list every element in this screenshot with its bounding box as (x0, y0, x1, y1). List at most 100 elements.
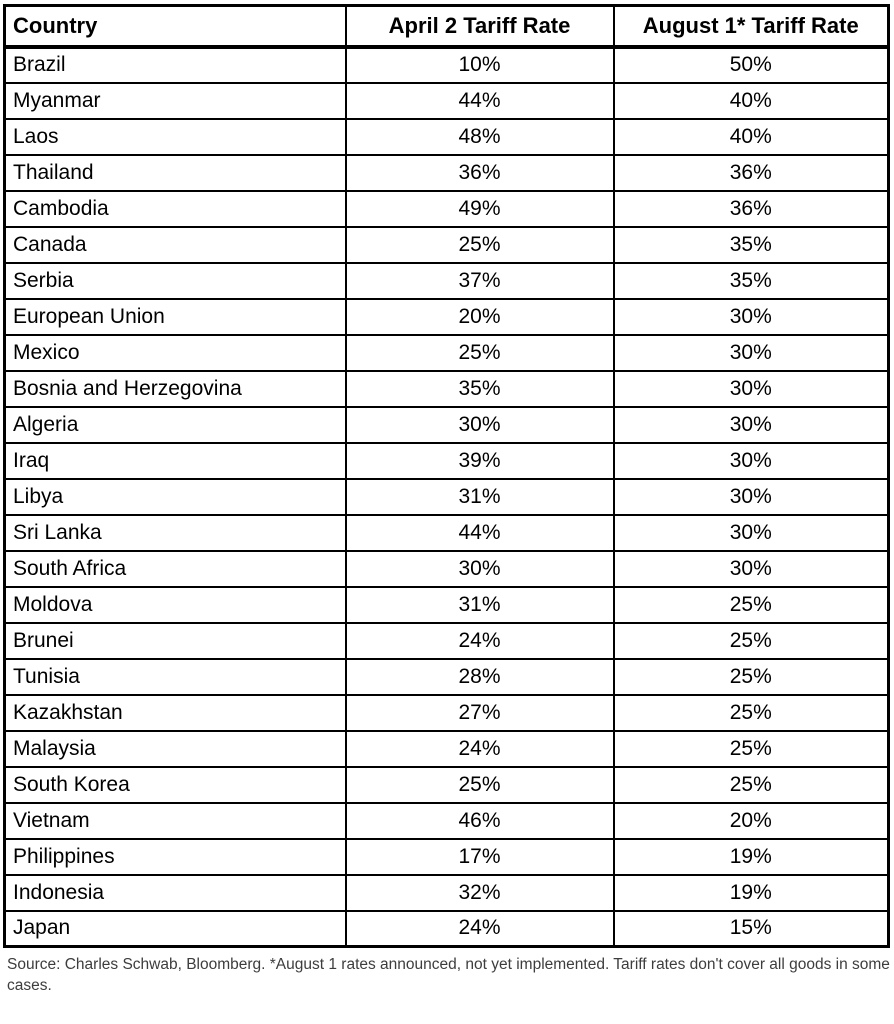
august-rate-cell: 35% (612, 225, 890, 264)
august-rate-cell: 30% (612, 297, 890, 336)
table-row: Philippines 17% 19% (3, 837, 890, 876)
table-row: Sri Lanka 44% 30% (3, 513, 890, 552)
table-row: Moldova 31% 25% (3, 585, 890, 624)
april-rate-cell: 30% (344, 549, 615, 588)
country-cell: Tunisia (3, 657, 347, 696)
april-rate-cell: 44% (344, 81, 615, 120)
april-rate-cell: 25% (344, 765, 615, 804)
april-rate-cell: 27% (344, 693, 615, 732)
april-rate-cell: 49% (344, 189, 615, 228)
april-rate-cell: 25% (344, 333, 615, 372)
august-rate-cell: 30% (612, 549, 890, 588)
april-rate-cell: 24% (344, 621, 615, 660)
table-row: Malaysia 24% 25% (3, 729, 890, 768)
table-row: Libya 31% 30% (3, 477, 890, 516)
header-april-2-tariff-rate: April 2 Tariff Rate (344, 4, 615, 49)
table-row: Brazil 10% 50% (3, 45, 890, 84)
april-rate-cell: 24% (344, 909, 615, 948)
august-rate-cell: 25% (612, 585, 890, 624)
table-header: Country April 2 Tariff Rate August 1* Ta… (3, 4, 890, 49)
august-rate-cell: 35% (612, 261, 890, 300)
table-row: Bosnia and Herzegovina 35% 30% (3, 369, 890, 408)
april-rate-cell: 46% (344, 801, 615, 840)
table-row: Canada 25% 35% (3, 225, 890, 264)
table-row: South Africa 30% 30% (3, 549, 890, 588)
table-row: South Korea 25% 25% (3, 765, 890, 804)
august-rate-cell: 25% (612, 765, 890, 804)
april-rate-cell: 37% (344, 261, 615, 300)
country-cell: Iraq (3, 441, 347, 480)
country-cell: Laos (3, 117, 347, 156)
april-rate-cell: 10% (344, 45, 615, 84)
table-row: Iraq 39% 30% (3, 441, 890, 480)
table-row: Mexico 25% 30% (3, 333, 890, 372)
country-cell: Libya (3, 477, 347, 516)
table-row: Serbia 37% 35% (3, 261, 890, 300)
august-rate-cell: 50% (612, 45, 890, 84)
april-rate-cell: 35% (344, 369, 615, 408)
table-row: Tunisia 28% 25% (3, 657, 890, 696)
april-rate-cell: 32% (344, 873, 615, 912)
april-rate-cell: 17% (344, 837, 615, 876)
country-cell: South Africa (3, 549, 347, 588)
august-rate-cell: 30% (612, 369, 890, 408)
april-rate-cell: 31% (344, 477, 615, 516)
august-rate-cell: 30% (612, 441, 890, 480)
country-cell: Canada (3, 225, 347, 264)
country-cell: Indonesia (3, 873, 347, 912)
header-country: Country (3, 4, 347, 49)
country-cell: Algeria (3, 405, 347, 444)
country-cell: Vietnam (3, 801, 347, 840)
country-cell: Malaysia (3, 729, 347, 768)
country-cell: European Union (3, 297, 347, 336)
country-cell: Brazil (3, 45, 347, 84)
table-row: Algeria 30% 30% (3, 405, 890, 444)
april-rate-cell: 28% (344, 657, 615, 696)
april-rate-cell: 36% (344, 153, 615, 192)
country-cell: Thailand (3, 153, 347, 192)
source-footnote: Source: Charles Schwab, Bloomberg. *Augu… (7, 956, 890, 994)
country-cell: Moldova (3, 585, 347, 624)
august-rate-cell: 25% (612, 729, 890, 768)
country-cell: Serbia (3, 261, 347, 300)
august-rate-cell: 30% (612, 405, 890, 444)
country-cell: South Korea (3, 765, 347, 804)
august-rate-cell: 40% (612, 117, 890, 156)
april-rate-cell: 31% (344, 585, 615, 624)
april-rate-cell: 44% (344, 513, 615, 552)
country-cell: Japan (3, 909, 347, 948)
april-rate-cell: 48% (344, 117, 615, 156)
table-row: Laos 48% 40% (3, 117, 890, 156)
august-rate-cell: 25% (612, 621, 890, 660)
header-august-1-tariff-rate: August 1* Tariff Rate (612, 4, 890, 49)
april-rate-cell: 39% (344, 441, 615, 480)
tariff-table-body: Brazil 10% 50% Myanmar 44% 40% Laos 48% 40% Thail… (3, 45, 890, 948)
table-row: European Union 20% 30% (3, 297, 890, 336)
table-row: Vietnam 46% 20% (3, 801, 890, 840)
country-cell: Philippines (3, 837, 347, 876)
august-rate-cell: 19% (612, 837, 890, 876)
country-cell: Cambodia (3, 189, 347, 228)
april-rate-cell: 25% (344, 225, 615, 264)
august-rate-cell: 19% (612, 873, 890, 912)
country-cell: Bosnia and Herzegovina (3, 369, 347, 408)
april-rate-cell: 24% (344, 729, 615, 768)
table-row: Indonesia 32% 19% (3, 873, 890, 912)
country-cell: Brunei (3, 621, 347, 660)
april-rate-cell: 20% (344, 297, 615, 336)
august-rate-cell: 36% (612, 189, 890, 228)
header-row: Country April 2 Tariff Rate August 1* Ta… (3, 4, 890, 49)
august-rate-cell: 20% (612, 801, 890, 840)
august-rate-cell: 36% (612, 153, 890, 192)
august-rate-cell: 30% (612, 513, 890, 552)
table-row: Brunei 24% 25% (3, 621, 890, 660)
tariff-rate-table: Country April 2 Tariff Rate August 1* Ta… (3, 4, 890, 948)
table-row: Myanmar 44% 40% (3, 81, 890, 120)
table-row: Kazakhstan 27% 25% (3, 693, 890, 732)
august-rate-cell: 15% (612, 909, 890, 948)
august-rate-cell: 30% (612, 333, 890, 372)
august-rate-cell: 30% (612, 477, 890, 516)
country-cell: Sri Lanka (3, 513, 347, 552)
table-row: Cambodia 49% 36% (3, 189, 890, 228)
